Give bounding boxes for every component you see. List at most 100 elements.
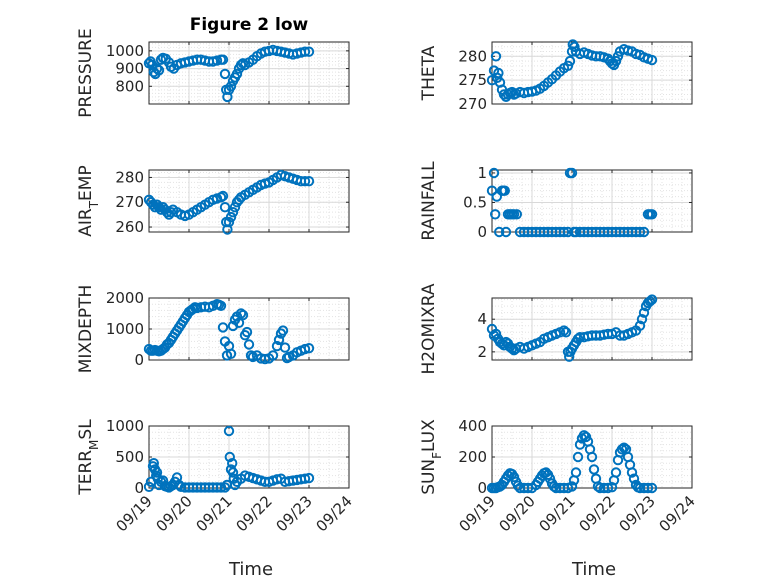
theta-series	[486, 39, 658, 103]
panel-h2omixra: 2 4 H2OMIXRA	[419, 283, 693, 375]
terr-msl-y-tick-label: 1000	[106, 417, 144, 435]
h2omixra-point	[644, 296, 656, 307]
rainfall-point	[511, 209, 522, 220]
sun-flux-point	[646, 482, 658, 494]
sun-flux-point	[618, 442, 630, 453]
terr-msl-point	[148, 458, 160, 469]
h2omixra-axes-border	[491, 297, 693, 361]
theta-y-tick-label: 275	[458, 71, 487, 89]
rainfall-y-tick-label: 1	[477, 164, 487, 182]
h2omixra-y-axis-label-part: H2OMIXRA	[419, 283, 439, 374]
mixdepth-point	[233, 317, 245, 328]
mixdepth-point	[259, 353, 271, 365]
rainfall-point	[558, 226, 570, 238]
terr-msl-y-axis-label-part: M	[87, 440, 101, 450]
sun-flux-y-axis-label-part: SUN	[419, 459, 439, 495]
air-temp-point	[155, 204, 167, 215]
air-temp-y-tick-label: 270	[115, 193, 144, 211]
sun-flux-point	[602, 482, 614, 494]
terr-msl-point	[303, 472, 315, 484]
theta-axes-border	[491, 41, 693, 105]
sun-flux-y-tick-label: 200	[458, 448, 487, 466]
terr-msl-point	[223, 425, 235, 437]
pressure-y-tick-label: 800	[115, 77, 144, 95]
rainfall-point	[638, 226, 650, 238]
terr-msl-point	[224, 451, 236, 463]
mixdepth-point	[245, 350, 257, 361]
air-temp-point	[223, 216, 235, 228]
sun-flux-y-tick-label: 400	[458, 417, 487, 435]
air-temp-point	[161, 207, 173, 218]
sun-flux-point	[642, 482, 654, 494]
h2omixra-point	[572, 333, 584, 344]
panel-theta: 270 275 280 THETA	[419, 39, 693, 113]
air-temp-series	[143, 169, 315, 235]
mixdepth-y-tick-label: 1000	[106, 320, 144, 338]
sun-flux-y-axis-label-part: F	[430, 452, 444, 459]
h2omixra-y-axis-label: H2OMIXRA	[419, 283, 439, 374]
rainfall-y-axis-label-part: RAINFALL	[419, 161, 439, 241]
pressure-point	[299, 46, 311, 57]
air-temp-point	[233, 194, 245, 206]
sun-flux-point	[606, 482, 618, 493]
panel-rainfall: 0 0.5 1 RAINFALL	[419, 161, 693, 241]
terr-msl-y-axis-label-part: TERR	[76, 450, 96, 496]
sun-flux-point	[548, 481, 560, 492]
air-temp-y-axis-label: AIRTEMP	[76, 165, 101, 236]
mixdepth-point	[225, 348, 237, 359]
sun-flux-point	[626, 467, 638, 478]
air-temp-axes-border	[148, 169, 350, 233]
sun-flux-y-tick-label: 0	[477, 479, 487, 497]
rainfall-point	[634, 226, 646, 238]
theta-point	[612, 51, 624, 62]
theta-y-axis-label: THETA	[419, 45, 439, 101]
terr-msl-major-grid	[149, 426, 349, 488]
pressure-y-tick-label: 900	[115, 60, 144, 78]
pressure-y-tick-label: 1000	[106, 42, 144, 60]
pressure-point	[219, 68, 231, 80]
x-axis-label-left: Time	[228, 559, 273, 580]
terr-msl-series	[143, 425, 315, 493]
air-temp-point	[153, 202, 165, 213]
sun-flux-point	[512, 480, 524, 491]
air-temp-point	[165, 207, 177, 218]
rainfall-point	[490, 209, 501, 220]
rainfall-point	[566, 167, 578, 179]
theta-y-axis-label-part: THETA	[419, 45, 439, 101]
air-temp-point	[147, 199, 159, 210]
sun-flux-major-grid	[492, 426, 692, 488]
theta-point	[564, 55, 576, 67]
h2omixra-point	[490, 328, 502, 340]
rainfall-y-tick-label: 0	[477, 223, 487, 241]
sun-flux-point	[570, 467, 582, 478]
mixdepth-point	[241, 326, 253, 338]
h2omixra-y-tick-label: 2	[477, 343, 487, 361]
pressure-point	[231, 68, 243, 80]
terr-msl-y-tick-label: 0	[134, 479, 144, 497]
mixdepth-point	[215, 300, 227, 311]
air-temp-y-tick-label: 260	[115, 218, 144, 236]
rainfall-point	[646, 209, 658, 220]
sun-flux-point	[616, 444, 628, 455]
pressure-point	[151, 63, 163, 74]
sun-flux-point	[586, 451, 598, 463]
h2omixra-point	[558, 325, 570, 336]
rainfall-point	[499, 185, 510, 196]
h2omixra-y-tick-label: 4	[477, 310, 487, 328]
pressure-point	[237, 58, 249, 69]
mixdepth-point	[237, 309, 249, 321]
theta-point	[569, 41, 580, 52]
rainfall-point	[488, 167, 500, 179]
air-temp-y-axis-label-part: EMP	[76, 165, 96, 201]
mixdepth-point	[273, 334, 285, 346]
theta-point	[646, 54, 658, 66]
figure-title: Figure 2 low	[190, 15, 309, 35]
pressure-y-axis-label-part: PRESSURE	[76, 28, 96, 117]
h2omixra-point	[634, 320, 646, 331]
mixdepth-point	[267, 350, 279, 361]
mixdepth-y-tick-label: 2000	[106, 289, 144, 307]
h2omixra-series	[486, 294, 658, 362]
sun-flux-point	[572, 451, 584, 463]
terr-msl-point	[227, 467, 239, 478]
